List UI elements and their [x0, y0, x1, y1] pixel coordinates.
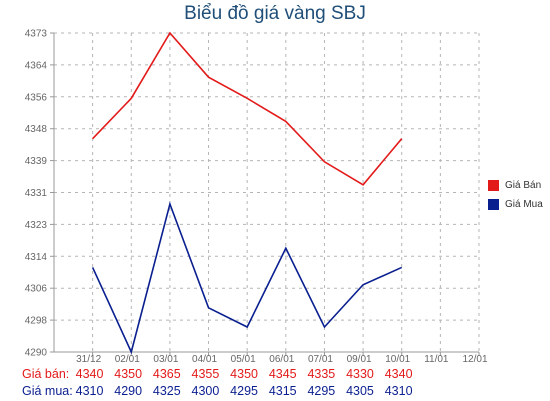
x-tick-label: 02/01 — [115, 354, 140, 365]
summary-value-mua: 4295 — [230, 384, 258, 398]
chart-legend: Giá Bán Giá Mua — [488, 176, 543, 214]
summary-row-ban: Giá bán: 4340 4350 4365 4355 4350 4345 4335 433… — [0, 367, 550, 384]
legend-label-ban: Giá Bán — [505, 180, 542, 191]
price-summary: Giá bán: 4340 4350 4365 4355 4350 4345 4335 433… — [0, 367, 550, 401]
summary-value-mua: 4310 — [75, 384, 104, 398]
y-tick-label: 4331 — [25, 188, 48, 199]
x-tick-label: 05/01 — [231, 354, 256, 365]
x-tick-label: 07/01 — [308, 354, 333, 365]
x-tick-label: 04/01 — [192, 354, 217, 365]
summary-value-ban: 4350 — [230, 367, 258, 381]
y-tick-label: 4348 — [25, 124, 48, 135]
summary-value-ban: 4355 — [191, 367, 220, 381]
summary-value-mua: 4295 — [307, 384, 336, 398]
summary-value-ban: 4365 — [152, 367, 181, 381]
x-tick-label: 03/01 — [153, 354, 178, 365]
x-tick-label: 09/01 — [347, 354, 372, 365]
legend-label-mua: Giá Mua — [505, 199, 543, 210]
summary-value-mua: 4310 — [384, 384, 413, 398]
x-tick-label: 06/01 — [269, 354, 294, 365]
summary-value-mua: 4315 — [268, 384, 297, 398]
summary-value-ban: 4340 — [75, 367, 104, 381]
y-tick-label: 4364 — [25, 60, 48, 71]
summary-value-ban: 4335 — [307, 367, 336, 381]
legend-swatch-mua — [488, 199, 499, 210]
legend-swatch-ban — [488, 180, 499, 191]
summary-value-ban: 4330 — [346, 367, 374, 381]
summary-value-mua: 4290 — [114, 384, 143, 398]
x-tick-label: 11/01 — [424, 354, 449, 365]
y-tick-label: 4290 — [25, 348, 48, 359]
x-tick-label: 31/12 — [76, 354, 101, 365]
y-tick-label: 4373 — [25, 29, 48, 40]
summary-value-mua: 4300 — [191, 384, 220, 398]
legend-item-mua: Giá Mua — [488, 195, 543, 214]
y-tick-label: 4314 — [25, 252, 48, 263]
y-tick-label: 4339 — [25, 156, 48, 167]
x-tick-label: 10/01 — [385, 354, 410, 365]
summary-value-mua: 4325 — [152, 384, 181, 398]
summary-value-ban: 4340 — [384, 367, 413, 381]
chart-title: Biểu đồ giá vàng SBJ — [184, 3, 366, 24]
legend-item-ban: Giá Bán — [488, 176, 543, 195]
summary-value-mua: 4305 — [346, 384, 374, 398]
summary-value-ban: 4350 — [114, 367, 143, 381]
summary-label-mua: Giá mua: — [22, 384, 73, 398]
x-tick-label: 12/01 — [462, 354, 487, 365]
summary-label-ban: Giá bán: — [22, 367, 70, 381]
summary-value-ban: 4345 — [268, 367, 297, 381]
series-line-gia-ban — [92, 31, 403, 186]
y-tick-label: 4306 — [25, 284, 48, 295]
series-line-gia-mua — [91, 201, 403, 355]
y-tick-label: 4323 — [25, 220, 48, 231]
y-tick-label: 4298 — [25, 316, 48, 327]
summary-row-mua: Giá mua: 4310 4290 4325 4300 4295 4315 4295 430… — [0, 384, 550, 401]
y-tick-label: 4356 — [25, 92, 48, 103]
